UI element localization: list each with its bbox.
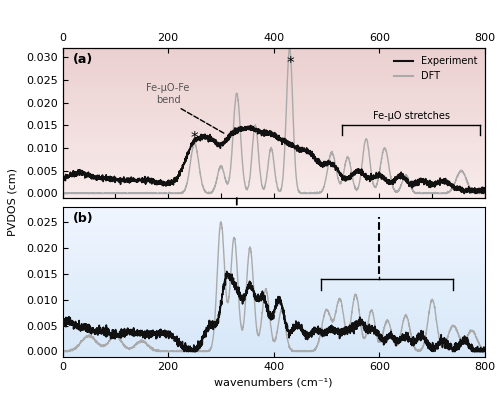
Text: PVDOS (cm): PVDOS (cm) xyxy=(8,168,18,235)
X-axis label: wavenumbers (cm⁻¹): wavenumbers (cm⁻¹) xyxy=(214,377,333,387)
Text: *: * xyxy=(287,56,294,71)
Text: *: * xyxy=(190,131,198,146)
Text: (a): (a) xyxy=(73,53,94,66)
Text: (b): (b) xyxy=(73,212,94,225)
Text: Fe-μO-Fe
bend: Fe-μO-Fe bend xyxy=(146,83,190,104)
Text: Fe-μO stretches: Fe-μO stretches xyxy=(372,111,450,121)
Legend: Experiment, DFT: Experiment, DFT xyxy=(390,53,480,84)
